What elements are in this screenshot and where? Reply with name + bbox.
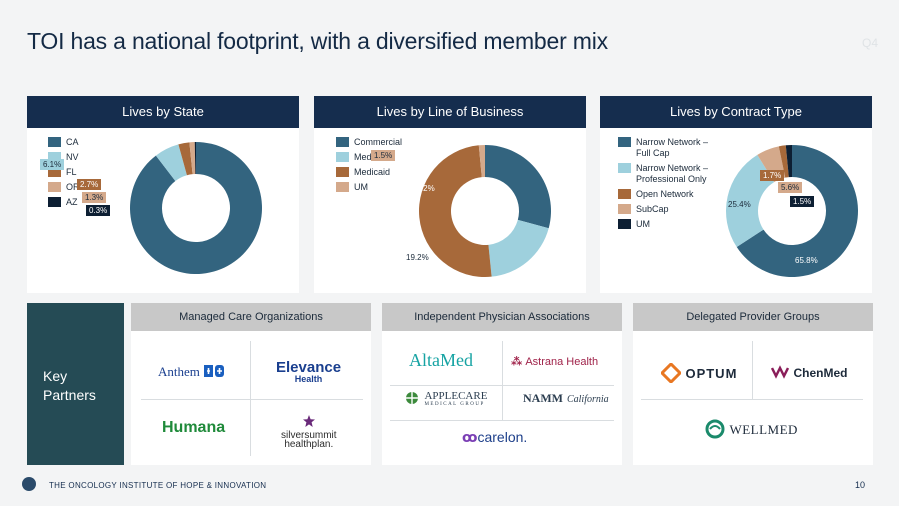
- legend: CommercialMedicareMedicaidUM: [336, 137, 402, 197]
- data-label: 0.3%: [86, 205, 111, 216]
- chart-title: Lives by Line of Business: [314, 96, 586, 128]
- mco-header: Managed Care Organizations: [131, 303, 371, 331]
- ipa-box: Independent Physician Associations AltaM…: [382, 303, 622, 465]
- silversummit-logo: silversummit healthplan.: [281, 414, 337, 450]
- legend-swatch: [336, 137, 349, 147]
- page-number: 10: [855, 480, 866, 490]
- legend-swatch: [48, 167, 61, 177]
- applecare-logo: APPLECARE MEDICAL GROUP: [404, 390, 487, 408]
- legend-item: UM: [618, 219, 708, 234]
- legend-item: OR: [48, 182, 80, 197]
- data-label: 1.3%: [82, 192, 107, 203]
- data-label: 25.4%: [728, 200, 751, 209]
- legend-swatch: [618, 137, 631, 147]
- chenmed-mark-icon: [770, 365, 790, 379]
- legend-swatch: [618, 204, 631, 214]
- corner-mark: Q4: [862, 36, 879, 50]
- data-label: 19.2%: [406, 253, 429, 262]
- legend-swatch: [336, 182, 349, 192]
- mco-box: Managed Care Organizations Anthem Elevan…: [131, 303, 371, 465]
- legend: CA NV FL OR AZ: [48, 137, 80, 212]
- slice-narrow-network-full-cap: [736, 145, 858, 277]
- leaf-icon: [406, 392, 418, 404]
- data-label: 89.7%: [84, 215, 107, 224]
- optum-mark-icon: [659, 361, 683, 385]
- legend-swatch: [618, 189, 631, 199]
- panel-lives-by-state: Lives by State CA NV FL OR AZ 89.7% 6.1% 2.7% 1…: [27, 96, 299, 293]
- slice-az: [194, 142, 196, 175]
- wellmed-mark-icon: [705, 419, 725, 439]
- slice-um: [478, 145, 485, 178]
- altamed-logo: AltaMed: [409, 350, 473, 370]
- donut-chart: [726, 145, 858, 277]
- optum-logo: OPTUM: [659, 361, 737, 385]
- slice-commercial: [485, 145, 551, 229]
- legend-item: Commercial: [336, 137, 402, 152]
- elevance-logo: Elevance Health: [276, 359, 342, 384]
- humana-logo: Humana: [162, 419, 226, 436]
- company-logo-icon: [22, 477, 36, 491]
- data-label: 1.7%: [760, 170, 785, 181]
- legend-swatch: [48, 197, 61, 207]
- legend-item: SubCap: [618, 204, 708, 219]
- donut-chart: [130, 142, 262, 274]
- legend-swatch: [48, 152, 61, 162]
- legend-item: UM: [336, 182, 402, 197]
- chart-title: Lives by Contract Type: [600, 96, 872, 128]
- slice-fl: [178, 142, 193, 176]
- page-title: TOI has a national footprint, with a div…: [27, 28, 608, 54]
- data-label: 1.5%: [790, 196, 815, 207]
- data-label: 5.6%: [778, 182, 803, 193]
- slice-nv: [155, 144, 187, 181]
- carelon-logo: ꝏcarelon.: [462, 429, 528, 445]
- legend-swatch: [336, 167, 349, 177]
- slice-medicare: [488, 219, 549, 277]
- legend-item: NV: [48, 152, 80, 167]
- key-label-line2: Partners: [43, 387, 96, 403]
- data-label: 29.2%: [412, 184, 435, 193]
- slice-open-network: [778, 145, 789, 178]
- legend-swatch: [48, 182, 61, 192]
- panel-lives-by-lob: Lives by Line of Business Commercial Medi…: [314, 96, 586, 293]
- legend: Narrow Network – Full Cap Narrow Network –…: [618, 137, 708, 234]
- chart-title: Lives by State: [27, 96, 299, 128]
- data-label: 6.1%: [40, 159, 65, 170]
- star-icon: [302, 415, 315, 427]
- donut-chart: [418, 145, 551, 278]
- data-label: 50.1%: [324, 219, 347, 228]
- legend-item: Narrow Network – Full Cap: [618, 137, 708, 163]
- legend-item: AZ: [48, 197, 80, 212]
- wellmed-logo: WELLMED: [705, 419, 798, 439]
- footer-company: THE ONCOLOGY INSTITUTE OF HOPE & INNOVAT…: [49, 481, 267, 490]
- anthem-logo: Anthem: [158, 364, 225, 380]
- slice-um: [785, 145, 792, 178]
- legend-item: Open Network: [618, 189, 708, 204]
- astrana-logo: ⁂ Astrana Health: [511, 356, 599, 368]
- key-label-line1: Key: [43, 368, 68, 384]
- namm-logo: NAMM California: [523, 391, 609, 405]
- legend-item: Narrow Network – Professional Only: [618, 163, 708, 189]
- data-label: 2.7%: [77, 179, 102, 190]
- legend-item: Medicaid: [336, 167, 402, 182]
- ipa-header: Independent Physician Associations: [382, 303, 622, 331]
- legend-item: FL: [48, 167, 80, 182]
- data-label: 1.5%: [371, 150, 396, 161]
- data-label: 65.8%: [795, 256, 818, 265]
- dpg-header: Delegated Provider Groups: [633, 303, 873, 331]
- legend-swatch: [336, 152, 349, 162]
- legend-swatch: [618, 163, 631, 173]
- chenmed-logo: ChenMed: [770, 364, 847, 382]
- dpg-box: Delegated Provider Groups OPTUM ChenMed …: [633, 303, 873, 465]
- slice-medicaid: [418, 145, 492, 278]
- legend-swatch: [618, 219, 631, 229]
- legend-item: CA: [48, 137, 80, 152]
- slice-or: [189, 142, 196, 175]
- legend-swatch: [48, 137, 61, 147]
- panel-lives-by-contract: Lives by Contract Type Narrow Network – F…: [600, 96, 872, 293]
- slice-ca: [130, 142, 262, 274]
- key-partners-label: Key Partners: [27, 303, 124, 465]
- blue-cross-shield-icon: [204, 365, 225, 377]
